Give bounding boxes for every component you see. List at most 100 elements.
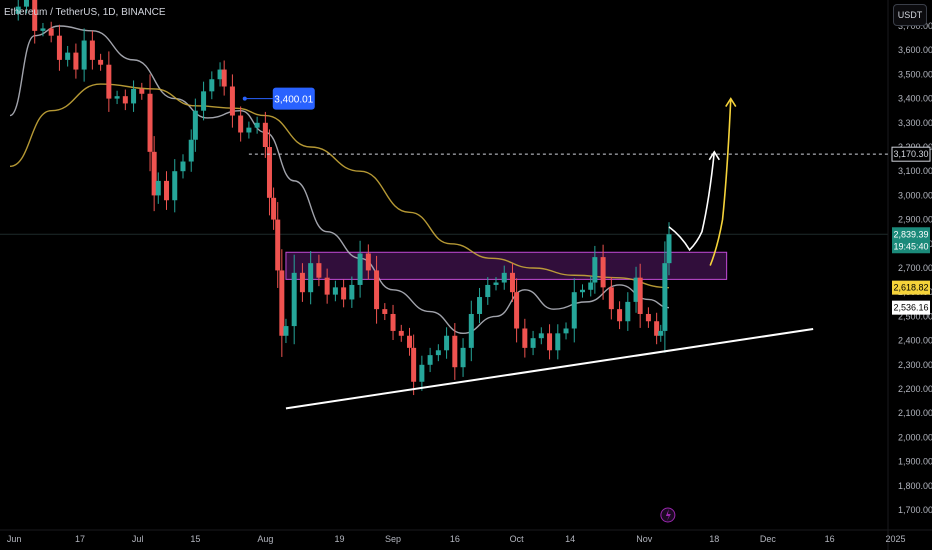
candle-body — [398, 330, 404, 336]
candle-body — [32, 0, 38, 31]
candle-body — [592, 257, 598, 283]
price-tick-label: 3,500.00 — [898, 69, 932, 79]
target-level-badge: 3,170.30 — [893, 149, 928, 159]
candle-body — [514, 292, 520, 329]
price-tick-label: 2,700.00 — [898, 263, 932, 273]
current-price-badge-bg — [892, 227, 930, 254]
price-tick-label: 3,700.00 — [898, 21, 932, 31]
candle-body — [316, 263, 322, 278]
candle-body — [658, 330, 664, 336]
time-tick-label: 14 — [565, 534, 575, 544]
candle-body — [633, 277, 639, 302]
candle-body — [555, 333, 561, 351]
callout-box — [272, 87, 315, 110]
candle-body — [547, 333, 553, 351]
sma-slow-badge-bg — [892, 280, 930, 295]
candle-body — [155, 180, 161, 196]
sma-line-slow — [9, 83, 669, 289]
candle-body — [217, 69, 223, 80]
flash-icon-bolt — [665, 509, 671, 521]
candle-body — [600, 257, 606, 288]
candle-body — [588, 282, 594, 290]
time-tick-label: 17 — [75, 534, 85, 544]
candle-body — [477, 297, 483, 314]
time-tick-label: Dec — [760, 534, 777, 544]
sma-slow-badge: 2,618.82 — [893, 283, 928, 293]
candle-body — [65, 52, 71, 60]
candle-body — [452, 335, 458, 368]
candle-body — [254, 122, 260, 128]
candle-body — [538, 333, 544, 339]
candle-body — [608, 287, 614, 310]
price-tick-label: 2,200.00 — [898, 384, 932, 394]
candle-body — [279, 270, 285, 336]
callout-anchor — [242, 96, 247, 101]
candle-body — [246, 127, 252, 133]
candle-body — [89, 40, 95, 60]
candle-body — [308, 263, 314, 293]
candle-body — [221, 69, 227, 87]
candle-body — [444, 335, 450, 351]
projection-arrow-white-head — [708, 150, 720, 161]
projection-arrow-white — [668, 151, 716, 252]
price-tick-label: 2,300.00 — [898, 360, 932, 370]
candle-body — [201, 91, 207, 111]
price-tick-label: 3,400.00 — [898, 94, 932, 104]
candle-body — [407, 335, 413, 348]
time-tick-label: Nov — [636, 534, 653, 544]
candle-body — [468, 313, 474, 348]
time-tick-label: 16 — [450, 534, 460, 544]
candle-body — [48, 28, 54, 36]
candle-body — [509, 272, 515, 293]
candle-body — [563, 328, 569, 334]
candle-body — [382, 309, 388, 314]
candle-body — [571, 292, 577, 329]
candle-body — [164, 180, 170, 201]
candle-body — [645, 313, 651, 322]
price-tick-label: 3,300.00 — [898, 118, 932, 128]
candle-body — [485, 284, 491, 298]
candle-body — [291, 272, 297, 327]
candle-body — [56, 35, 62, 60]
price-tick-label: 2,500.00 — [898, 311, 932, 321]
candle-body — [275, 219, 281, 271]
support-trendline — [285, 327, 814, 410]
price-tick-label: 2,100.00 — [898, 408, 932, 418]
projection-arrow-yellow-head — [725, 97, 737, 108]
price-tick-label: 3,100.00 — [898, 166, 932, 176]
candle-body — [122, 96, 128, 104]
annotations: 3,400.01 — [242, 87, 888, 523]
candle-body — [617, 309, 623, 322]
candle-body — [493, 282, 499, 285]
candle-body — [501, 272, 507, 283]
price-tick-label: 2,400.00 — [898, 336, 932, 346]
candle-body — [580, 289, 586, 293]
time-tick-label: 15 — [190, 534, 200, 544]
candle-body — [625, 301, 631, 322]
candle-body — [139, 88, 145, 94]
projection-arrow-yellow — [709, 98, 732, 266]
sma-fast-badge-bg — [892, 300, 930, 315]
candle-body — [209, 79, 215, 92]
candle-body — [365, 253, 371, 271]
candle-body — [654, 321, 660, 336]
chart-title: Ethereum / TetherUS, 1D, BINANCE — [4, 7, 166, 18]
price-tick-label: 2,900.00 — [898, 215, 932, 225]
target-level-badge-bg — [891, 146, 931, 162]
candle-body — [266, 147, 272, 198]
candle-body — [637, 277, 643, 314]
candle-body — [427, 355, 433, 365]
time-tick-label: Sep — [385, 534, 401, 544]
candle-body — [23, 0, 29, 7]
candle-body — [349, 284, 355, 300]
candle-body — [262, 122, 268, 147]
candle-body — [411, 347, 417, 382]
candle-body — [114, 96, 120, 99]
candle-body — [530, 338, 536, 348]
current-price-badge: 2,839.39 — [893, 229, 928, 239]
currency-unit-button[interactable]: USDT — [893, 4, 927, 26]
bar-countdown: 19:45:40 — [893, 241, 928, 251]
candle-body — [188, 139, 194, 162]
